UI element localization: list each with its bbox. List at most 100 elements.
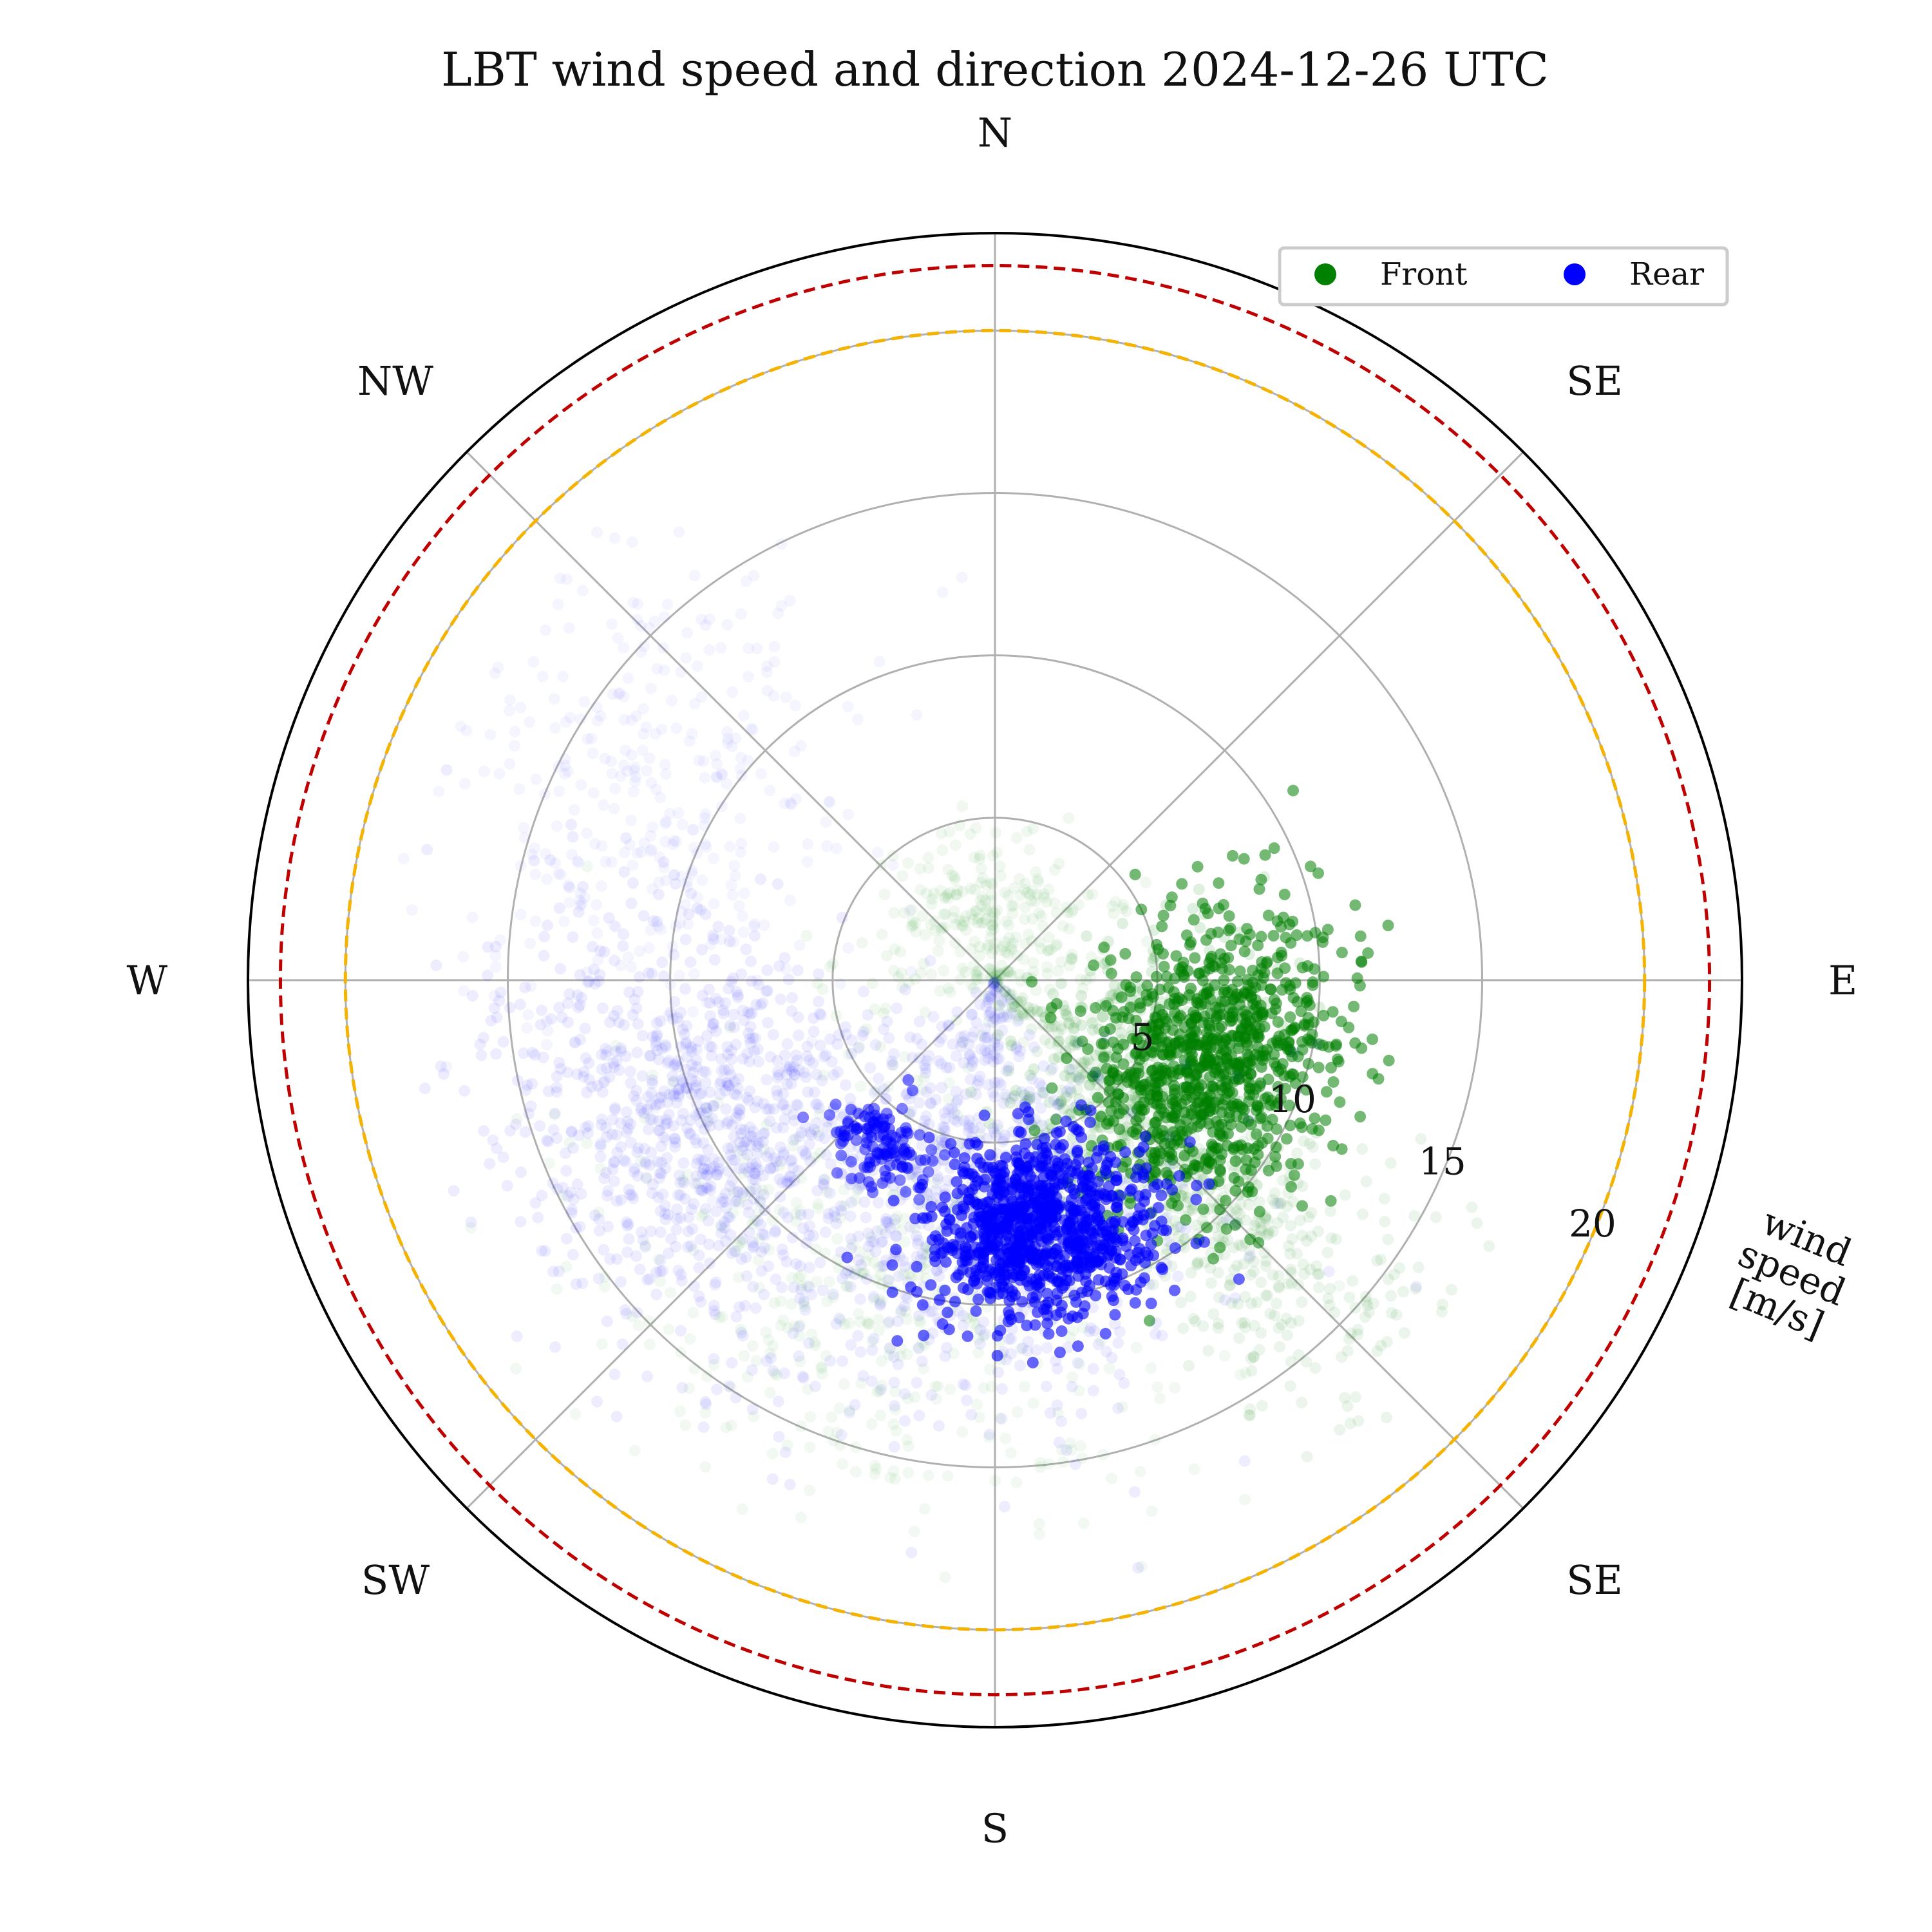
data-point bbox=[1130, 1115, 1142, 1127]
data-point bbox=[951, 1014, 963, 1027]
data-point bbox=[1169, 1134, 1181, 1146]
data-point bbox=[1126, 1098, 1139, 1110]
data-point bbox=[1235, 1121, 1247, 1133]
data-point bbox=[964, 828, 976, 840]
data-point bbox=[1045, 1407, 1056, 1419]
data-point bbox=[781, 1439, 793, 1452]
data-point bbox=[919, 1007, 931, 1019]
data-point bbox=[1086, 1133, 1098, 1146]
data-point bbox=[811, 1098, 824, 1110]
data-point bbox=[706, 1112, 718, 1124]
data-point bbox=[985, 971, 997, 983]
data-point bbox=[1325, 1232, 1338, 1244]
data-point bbox=[1224, 1039, 1236, 1051]
data-point bbox=[969, 935, 981, 947]
data-point bbox=[1160, 899, 1172, 911]
data-point bbox=[1108, 1141, 1119, 1153]
data-point bbox=[1188, 1051, 1199, 1063]
data-point bbox=[1226, 984, 1238, 996]
data-point bbox=[1198, 908, 1210, 920]
data-point bbox=[1063, 1252, 1075, 1264]
data-point bbox=[879, 1093, 891, 1105]
data-point bbox=[1148, 1102, 1160, 1114]
data-point bbox=[779, 952, 791, 964]
data-point bbox=[788, 1320, 800, 1332]
data-point bbox=[651, 1028, 663, 1041]
data-point bbox=[683, 1382, 696, 1394]
data-point bbox=[790, 1133, 802, 1145]
data-point bbox=[739, 1189, 751, 1202]
data-point bbox=[1169, 1215, 1181, 1227]
data-point bbox=[1255, 931, 1267, 943]
data-point bbox=[1311, 1127, 1322, 1139]
data-point bbox=[948, 905, 960, 917]
data-point bbox=[860, 1023, 873, 1035]
data-point bbox=[1068, 1022, 1080, 1034]
data-point bbox=[1281, 1133, 1293, 1145]
data-point bbox=[1280, 1312, 1293, 1325]
data-point bbox=[1097, 1081, 1110, 1094]
data-point bbox=[1217, 1191, 1229, 1203]
data-point bbox=[1331, 1038, 1343, 1050]
data-point bbox=[1217, 1096, 1229, 1108]
data-point bbox=[1191, 1258, 1203, 1271]
data-point bbox=[1108, 907, 1120, 920]
data-point bbox=[1013, 1113, 1025, 1125]
data-point bbox=[919, 929, 931, 941]
data-point bbox=[1261, 1048, 1273, 1060]
data-point bbox=[679, 983, 691, 995]
data-point bbox=[624, 1065, 636, 1077]
data-point bbox=[1311, 1260, 1323, 1272]
data-point bbox=[726, 1357, 738, 1369]
data-point bbox=[789, 1208, 801, 1220]
data-point bbox=[797, 1372, 810, 1384]
data-point bbox=[763, 1146, 775, 1159]
data-point bbox=[1222, 1128, 1234, 1140]
data-point bbox=[837, 1458, 849, 1470]
data-point bbox=[1101, 964, 1113, 976]
data-point bbox=[890, 1425, 902, 1437]
data-point bbox=[869, 1468, 880, 1480]
data-point bbox=[1063, 1042, 1075, 1054]
data-point bbox=[1300, 1235, 1312, 1247]
data-point bbox=[1102, 1151, 1113, 1163]
data-point bbox=[1198, 1086, 1210, 1099]
data-point bbox=[589, 1209, 601, 1222]
data-point bbox=[1354, 1110, 1367, 1122]
data-point bbox=[1095, 1110, 1107, 1122]
data-point bbox=[989, 1032, 1001, 1045]
data-point bbox=[1077, 1517, 1090, 1530]
data-point bbox=[1242, 1169, 1254, 1181]
data-point bbox=[1245, 1352, 1257, 1365]
data-point bbox=[1246, 1173, 1258, 1186]
data-point bbox=[920, 1110, 933, 1122]
data-point bbox=[965, 1074, 977, 1086]
data-point bbox=[822, 1425, 835, 1437]
data-point bbox=[1108, 1238, 1121, 1251]
data-point bbox=[632, 1142, 645, 1154]
data-point bbox=[809, 1151, 821, 1164]
data-point bbox=[751, 1095, 763, 1107]
data-point bbox=[654, 1205, 667, 1217]
data-point bbox=[629, 1444, 641, 1457]
data-point bbox=[951, 1109, 963, 1121]
data-point bbox=[1005, 1035, 1017, 1047]
data-point bbox=[1279, 962, 1291, 974]
data-point bbox=[1160, 1212, 1173, 1224]
data-point bbox=[723, 1380, 735, 1392]
data-point bbox=[1209, 1066, 1221, 1079]
data-point bbox=[932, 1380, 944, 1392]
data-point bbox=[1104, 1023, 1116, 1035]
data-point bbox=[515, 1166, 527, 1179]
data-point bbox=[1271, 963, 1283, 975]
data-point bbox=[1116, 1130, 1128, 1142]
data-point bbox=[1285, 1356, 1297, 1368]
data-point bbox=[1073, 1385, 1085, 1397]
data-point bbox=[1248, 1031, 1260, 1043]
data-point bbox=[1031, 1247, 1043, 1260]
data-point bbox=[1163, 1202, 1175, 1214]
data-point bbox=[1027, 1397, 1039, 1409]
data-point bbox=[1360, 1291, 1372, 1303]
data-point bbox=[1224, 1280, 1236, 1292]
